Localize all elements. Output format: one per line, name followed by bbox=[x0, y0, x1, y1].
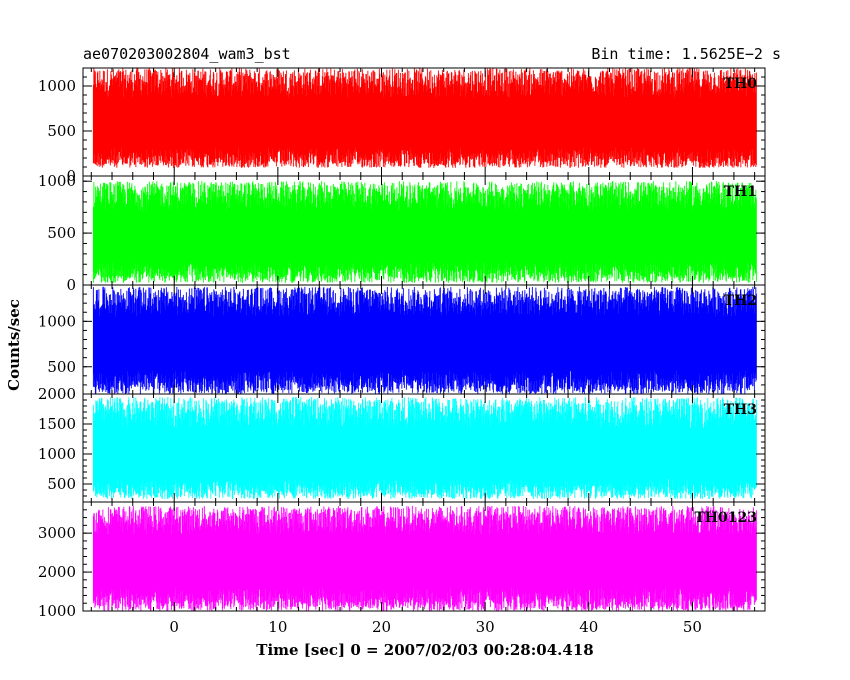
y-tick-label: 1000 bbox=[38, 602, 76, 620]
y-tick-label: 1500 bbox=[38, 415, 76, 433]
x-tick-label: 30 bbox=[476, 618, 495, 636]
x-tick-label: 0 bbox=[169, 618, 179, 636]
y-tick-label: 1000 bbox=[38, 445, 76, 463]
y-tick-label: 500 bbox=[47, 224, 76, 242]
chart-title: ae070203002804_wam3_bst bbox=[83, 45, 291, 63]
band-label-th1: TH1 bbox=[724, 184, 757, 200]
band-label-th0: TH0 bbox=[724, 76, 758, 92]
panel-th2: 500 1000 TH2 bbox=[38, 284, 766, 395]
band-label-th0123: TH0123 bbox=[694, 510, 757, 526]
panel-th0123: 1000 2000 3000 TH0123 bbox=[38, 501, 766, 620]
x-tick-label: 50 bbox=[683, 618, 702, 636]
x-tick-label: 20 bbox=[372, 618, 391, 636]
y-tick-label: 2000 bbox=[38, 385, 76, 403]
series-th0 bbox=[92, 68, 757, 168]
y-tick-label: 3000 bbox=[38, 524, 76, 542]
panel-th1: 0 500 1000 TH1 bbox=[38, 172, 766, 294]
y-tick-label: 500 bbox=[47, 122, 76, 140]
panel-th3: 500 1000 1500 2000 TH3 bbox=[38, 385, 766, 503]
band-label-th3: TH3 bbox=[724, 402, 757, 418]
x-tick-label: 40 bbox=[579, 618, 598, 636]
series-th3 bbox=[92, 397, 757, 499]
series-th1 bbox=[92, 181, 757, 283]
y-tick-label: 500 bbox=[47, 475, 76, 493]
y-tick-label: 1000 bbox=[38, 77, 76, 95]
band-label-th2: TH2 bbox=[724, 293, 757, 309]
y-tick-label: 1000 bbox=[38, 312, 76, 330]
y-tick-label: 0 bbox=[66, 276, 76, 294]
y-axis-title: Counts/sec bbox=[5, 299, 23, 391]
y-tick-label: 2000 bbox=[38, 563, 76, 581]
panel-th0: 0 500 1000 TH0 bbox=[38, 67, 766, 185]
y-tick-label: 1000 bbox=[38, 172, 76, 190]
x-tick-label: 10 bbox=[268, 618, 287, 636]
y-tick-label: 0 bbox=[66, 167, 76, 185]
x-axis-title: Time [sec] 0 = 2007/02/03 00:28:04.418 bbox=[256, 641, 593, 659]
bin-time-label: Bin time: 1.5625E−2 s bbox=[591, 45, 781, 63]
y-tick-label: 500 bbox=[47, 358, 76, 376]
series-th0123 bbox=[92, 505, 757, 611]
series-th2 bbox=[92, 286, 757, 394]
